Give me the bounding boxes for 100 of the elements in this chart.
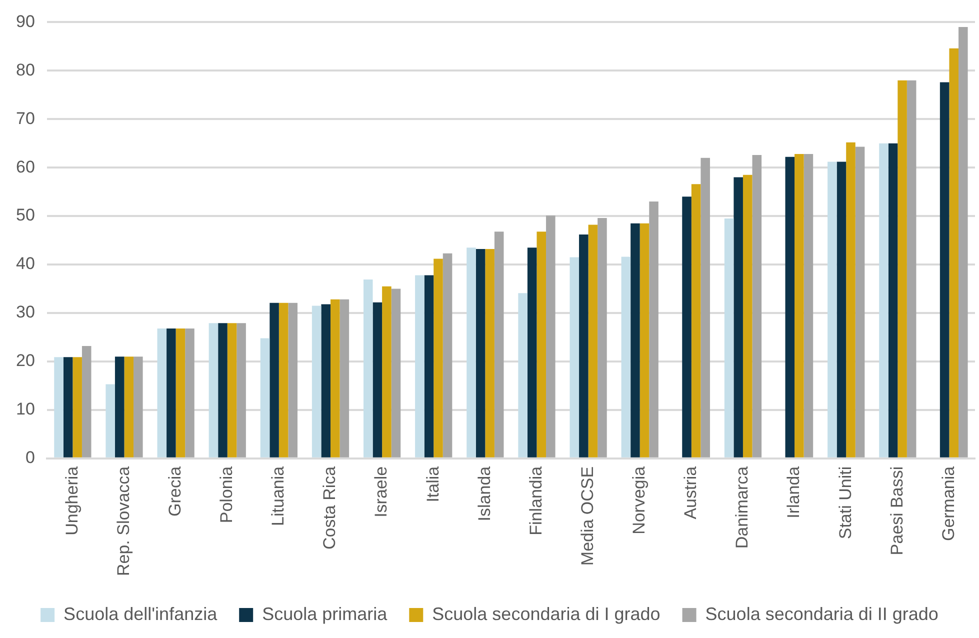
y-tick-label: 60 [16, 157, 35, 176]
bar [518, 293, 528, 458]
bar [54, 357, 64, 458]
bar [424, 275, 434, 458]
bar [260, 338, 270, 458]
x-tick-label: Germania [938, 466, 958, 542]
bar [372, 302, 382, 458]
bar [72, 357, 82, 458]
bar [312, 306, 322, 458]
x-tick-label: Danimarca [732, 466, 752, 549]
bar [785, 156, 795, 458]
bar [527, 248, 537, 458]
bar [855, 146, 865, 458]
bar [879, 143, 888, 458]
bar [958, 27, 968, 458]
bar [382, 286, 392, 458]
y-tick-label: 50 [16, 206, 35, 225]
bar [630, 223, 640, 458]
x-tick-label: Paesi Bassi [887, 466, 906, 556]
bar [570, 257, 580, 458]
bar [340, 299, 350, 458]
x-tick-label: Islanda [474, 466, 494, 522]
x-tick-label: Grecia [166, 466, 184, 516]
bar [185, 328, 194, 458]
bar [734, 177, 743, 458]
bar [415, 275, 424, 458]
bar [63, 357, 73, 458]
x-tick-label: Norvegia [630, 466, 649, 534]
bar [391, 288, 401, 458]
bar [82, 346, 92, 458]
bar [124, 356, 134, 458]
bar [724, 218, 734, 458]
bar [546, 216, 556, 458]
bar [321, 304, 330, 458]
y-tick-label: 80 [16, 60, 35, 80]
bar [691, 184, 701, 458]
legend-label: Scuola secondaria di I grado [432, 604, 660, 624]
legend-label: Scuola dell'infanzia [64, 604, 218, 624]
x-tick-label: Costa Rica [320, 466, 340, 550]
y-tick-label: 20 [16, 351, 35, 370]
bar [363, 280, 373, 458]
bar [466, 248, 476, 458]
y-tick-label: 30 [16, 302, 35, 322]
legend-label: Scuola primaria [262, 604, 388, 624]
bar [906, 80, 916, 458]
x-tick-label: Israele [372, 466, 391, 518]
bar [598, 218, 607, 458]
y-tick-label: 0 [25, 448, 35, 468]
bar [485, 249, 494, 458]
x-tick-label: Austria [681, 466, 700, 520]
x-tick-label: Media OCSE [578, 466, 597, 566]
x-tick-label: Lituania [268, 466, 288, 526]
bar [476, 249, 486, 458]
x-tick-label: Italia [423, 466, 442, 502]
bar [208, 323, 218, 458]
bar [846, 142, 856, 458]
bar [270, 302, 279, 458]
bar [278, 302, 288, 458]
y-tick-label: 10 [16, 400, 35, 419]
bar [742, 174, 752, 458]
bar [330, 299, 340, 458]
bar [227, 323, 237, 458]
bar [288, 302, 298, 458]
y-tick-label: 40 [16, 254, 35, 274]
bar [536, 232, 546, 458]
bar [700, 158, 710, 458]
bar [794, 154, 804, 458]
bar [640, 223, 650, 458]
legend-label: Scuola secondaria di II grado [705, 604, 938, 624]
x-tick-label: Finlandia [526, 466, 546, 536]
bar [888, 143, 898, 458]
bar [579, 234, 588, 458]
bar [218, 323, 228, 458]
bar [236, 323, 246, 458]
bar [836, 162, 846, 458]
bar [106, 384, 115, 458]
bar [752, 154, 762, 458]
bar [898, 80, 907, 458]
bar [649, 202, 658, 458]
bar [434, 258, 443, 458]
y-tick-label: 90 [16, 12, 35, 31]
x-tick-label: Polonia [217, 466, 236, 524]
bar [940, 82, 950, 458]
bar [949, 48, 958, 458]
bar [588, 224, 598, 458]
bar [621, 256, 631, 458]
bar [828, 162, 837, 458]
bar [134, 356, 143, 458]
bar [682, 196, 692, 458]
bar [166, 328, 176, 458]
bar [157, 328, 167, 458]
x-tick-label: Stati Uniti [836, 466, 855, 540]
bar [804, 154, 814, 458]
bar [442, 253, 452, 458]
x-tick-label: Irlanda [784, 466, 804, 518]
bar [494, 232, 504, 458]
y-tick-label: 70 [16, 108, 35, 128]
x-tick-label: Rep. Slovacca [114, 466, 133, 576]
bar [176, 328, 186, 458]
x-tick-label: Ungheria [62, 466, 82, 536]
